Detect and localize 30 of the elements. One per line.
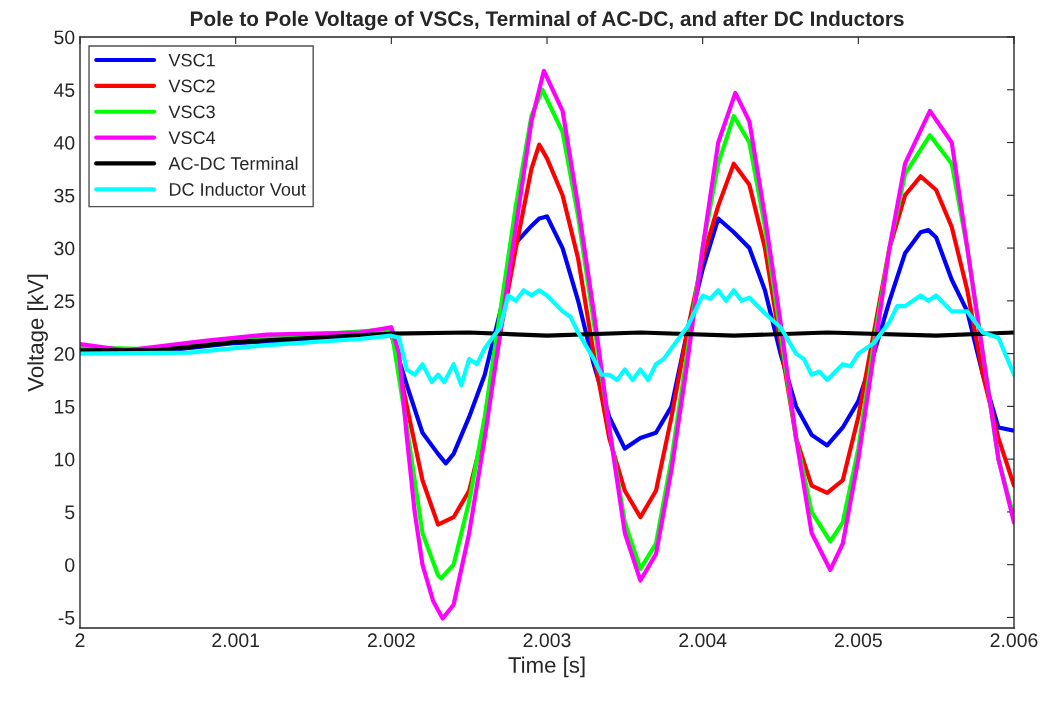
y-tick-label: 10 [55,452,75,467]
y-tick-label: 40 [53,136,75,150]
x-tick-label: 2.004 [679,633,727,648]
y-tick-label: 5 [65,505,75,520]
legend-label: VSC4 [168,131,216,145]
y-tick-label: 35 [54,188,75,203]
legend-label: DC Inductor Vout [169,182,306,196]
line-series [80,330,1014,353]
y-tick-label: 20 [54,347,75,361]
y-tick-label: 45 [53,83,75,97]
y-tick-label: 50 [54,30,75,45]
y-axis-title: Voltage [kV] [27,274,48,392]
x-axis-title: Time [s] [508,656,585,678]
y-tick-label: 25 [54,294,75,309]
line-series [80,288,1014,388]
legend-label: VSC3 [168,105,215,119]
x-tick-label: 2.003 [523,633,571,648]
legend-label: AC-DC Terminal [168,156,298,170]
x-tick-label: 2 [75,633,85,647]
x-tick-label: 2.001 [212,633,260,648]
chart-title: Pole to Pole Voltage of VSCs, Terminal of AC-DC, and after DC Inductors [190,10,904,31]
legend-label: VSC2 [168,79,215,93]
y-tick-label: -5 [58,611,75,625]
y-tick-label: 15 [55,400,75,414]
legend-label: VSC1 [168,53,215,67]
x-tick-label: 2.005 [834,633,882,648]
x-tick-label: 2.002 [367,633,415,648]
y-tick-label: 0 [65,558,75,572]
y-tick-label: 30 [54,241,75,256]
x-tick-label: 2.006 [990,633,1038,648]
